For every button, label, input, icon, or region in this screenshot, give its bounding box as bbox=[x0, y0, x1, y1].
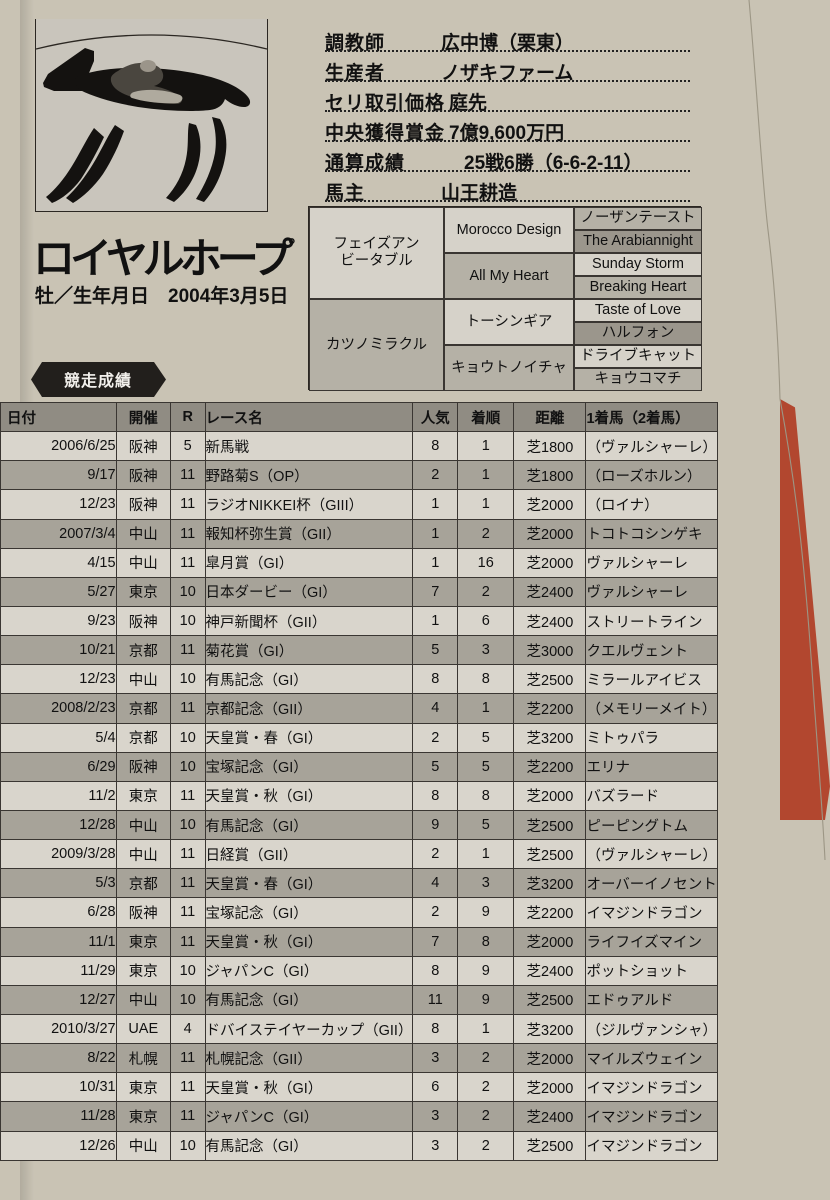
svg-text:競走成績: 競走成績 bbox=[64, 371, 132, 390]
